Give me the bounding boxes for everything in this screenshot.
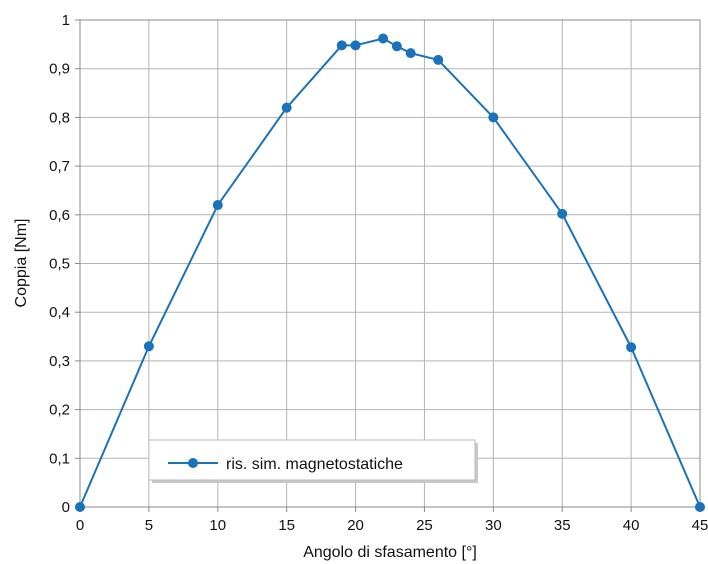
x-tick-label: 30 (485, 517, 502, 534)
data-point (695, 502, 705, 512)
x-tick-label: 25 (416, 517, 433, 534)
x-tick-label: 20 (347, 517, 364, 534)
legend-box (148, 439, 476, 481)
y-tick-label: 0,8 (49, 109, 70, 126)
data-point (433, 54, 444, 65)
x-axis-title: Angolo di sfasamento [°] (303, 544, 477, 561)
data-point (281, 102, 292, 113)
x-tick-label: 15 (278, 517, 295, 534)
y-tick-label: 0,6 (49, 207, 70, 224)
series-layer (75, 33, 705, 512)
y-tick-label: 0,4 (49, 304, 70, 321)
data-point (488, 112, 499, 123)
x-axis-ticks: 0 5 10 15 20 25 30 35 40 45 (76, 507, 708, 534)
y-tick-label: 0 (62, 499, 70, 516)
y-axis-title: Coppia [Nm] (13, 219, 30, 308)
data-point (405, 48, 416, 59)
data-point (212, 200, 223, 211)
data-point (378, 33, 389, 44)
x-tick-label: 5 (145, 517, 153, 534)
x-tick-label: 40 (623, 517, 640, 534)
y-tick-label: 0,1 (49, 450, 70, 467)
legend-point-marker (188, 458, 198, 468)
data-point (391, 41, 402, 52)
data-point (143, 341, 154, 352)
y-axis-ticks: 0 0,1 0,2 0,3 0,4 0,5 0,6 0,7 0,8 0,9 1 (49, 12, 80, 516)
y-tick-label: 0,5 (49, 256, 70, 273)
x-tick-label: 35 (554, 517, 571, 534)
series-line (79, 37, 701, 508)
legend-label: ris. sim. magnetostatiche (226, 456, 403, 473)
y-tick-label: 0,2 (49, 402, 70, 419)
y-tick-label: 0,3 (49, 353, 70, 370)
data-point (336, 40, 347, 51)
x-tick-label: 0 (76, 517, 84, 534)
data-point (75, 502, 85, 512)
data-point (626, 342, 637, 353)
data-point (557, 208, 568, 219)
y-tick-label: 0,9 (49, 61, 70, 78)
y-tick-label: 0,7 (49, 158, 70, 175)
y-tick-label: 1 (62, 12, 70, 29)
legend: ris. sim. magnetostatiche (148, 439, 478, 483)
x-tick-label: 45 (692, 517, 708, 534)
data-point (350, 40, 361, 51)
x-tick-label: 10 (209, 517, 226, 534)
